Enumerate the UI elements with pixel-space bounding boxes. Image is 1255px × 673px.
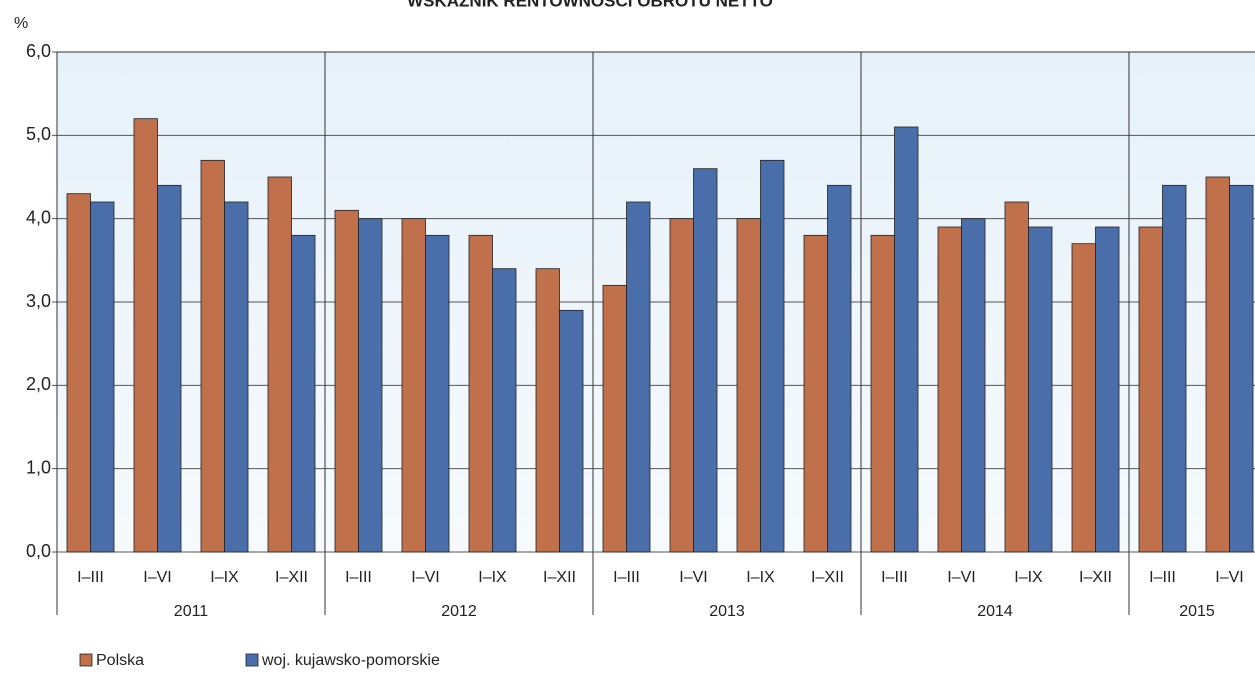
year-label: 2015 [1179,603,1215,620]
x-tick-label: I–III [613,569,640,586]
year-label: 2013 [709,603,745,620]
x-tick-label: I–IX [1014,569,1043,586]
bar [693,168,718,553]
bar [1095,226,1120,553]
y-tick-label: 2,0 [26,374,51,394]
x-tick-label: I–IX [210,569,239,586]
bar [468,234,493,553]
legend-swatch [245,653,259,667]
x-tick-label: I–IX [746,569,775,586]
x-tick-label: I–III [345,569,372,586]
y-tick-label: 1,0 [26,457,51,477]
bar [1162,184,1187,553]
bar [267,176,292,553]
bar [736,218,761,553]
y-tick-label: 6,0 [26,41,51,61]
y-tick-label: 4,0 [26,207,51,227]
x-tick-label: I–XII [275,569,308,586]
bar [334,209,359,553]
bar [535,268,560,553]
x-tick-label: I–III [881,569,908,586]
legend-label: Polska [96,652,144,669]
bar [157,184,182,553]
bar [1229,184,1254,553]
chart-title: WSKAŹNIK RENTOWNOŚCI OBROTU NETTO [407,0,773,10]
bar [224,201,249,553]
bar [133,118,158,553]
bar [961,218,986,553]
bar [827,184,852,553]
bar [559,309,584,553]
bar [492,268,517,553]
x-tick-label: I–VI [1215,569,1243,586]
bar [1004,201,1029,553]
y-tick-label: 3,0 [26,291,51,311]
x-tick-label: I–IX [478,569,507,586]
x-tick-label: I–III [77,569,104,586]
bar [401,218,426,553]
bar [894,126,919,553]
bar [626,201,651,553]
x-tick-label: I–III [1149,569,1176,586]
bar [1138,226,1163,553]
x-tick-label: I–XII [1079,569,1112,586]
x-tick-label: I–XII [543,569,576,586]
bar [937,226,962,553]
legend-swatch [79,653,93,667]
x-tick-label: I–VI [143,569,171,586]
year-label: 2011 [174,603,209,620]
bar [90,201,115,553]
y-axis-label: % [14,15,28,32]
bar [1205,176,1230,553]
bar [358,218,383,553]
bar [669,218,694,553]
y-tick-label: 0,0 [26,541,51,561]
x-tick-label: I–VI [411,569,439,586]
year-label: 2012 [441,603,477,620]
bar [425,234,450,553]
y-tick-label: 5,0 [26,124,51,144]
bar [602,284,627,553]
bar [66,193,91,553]
bar [803,234,828,553]
legend-label: woj. kujawsko-pomorskie [261,652,440,669]
bar [291,234,316,553]
year-label: 2014 [977,603,1013,620]
x-tick-label: I–VI [679,569,707,586]
x-tick-label: I–VI [947,569,975,586]
x-tick-label: I–XII [811,569,844,586]
bar [1071,243,1096,553]
bar [760,159,785,553]
bar [870,234,895,553]
bar [200,159,225,553]
bar [1028,226,1053,553]
